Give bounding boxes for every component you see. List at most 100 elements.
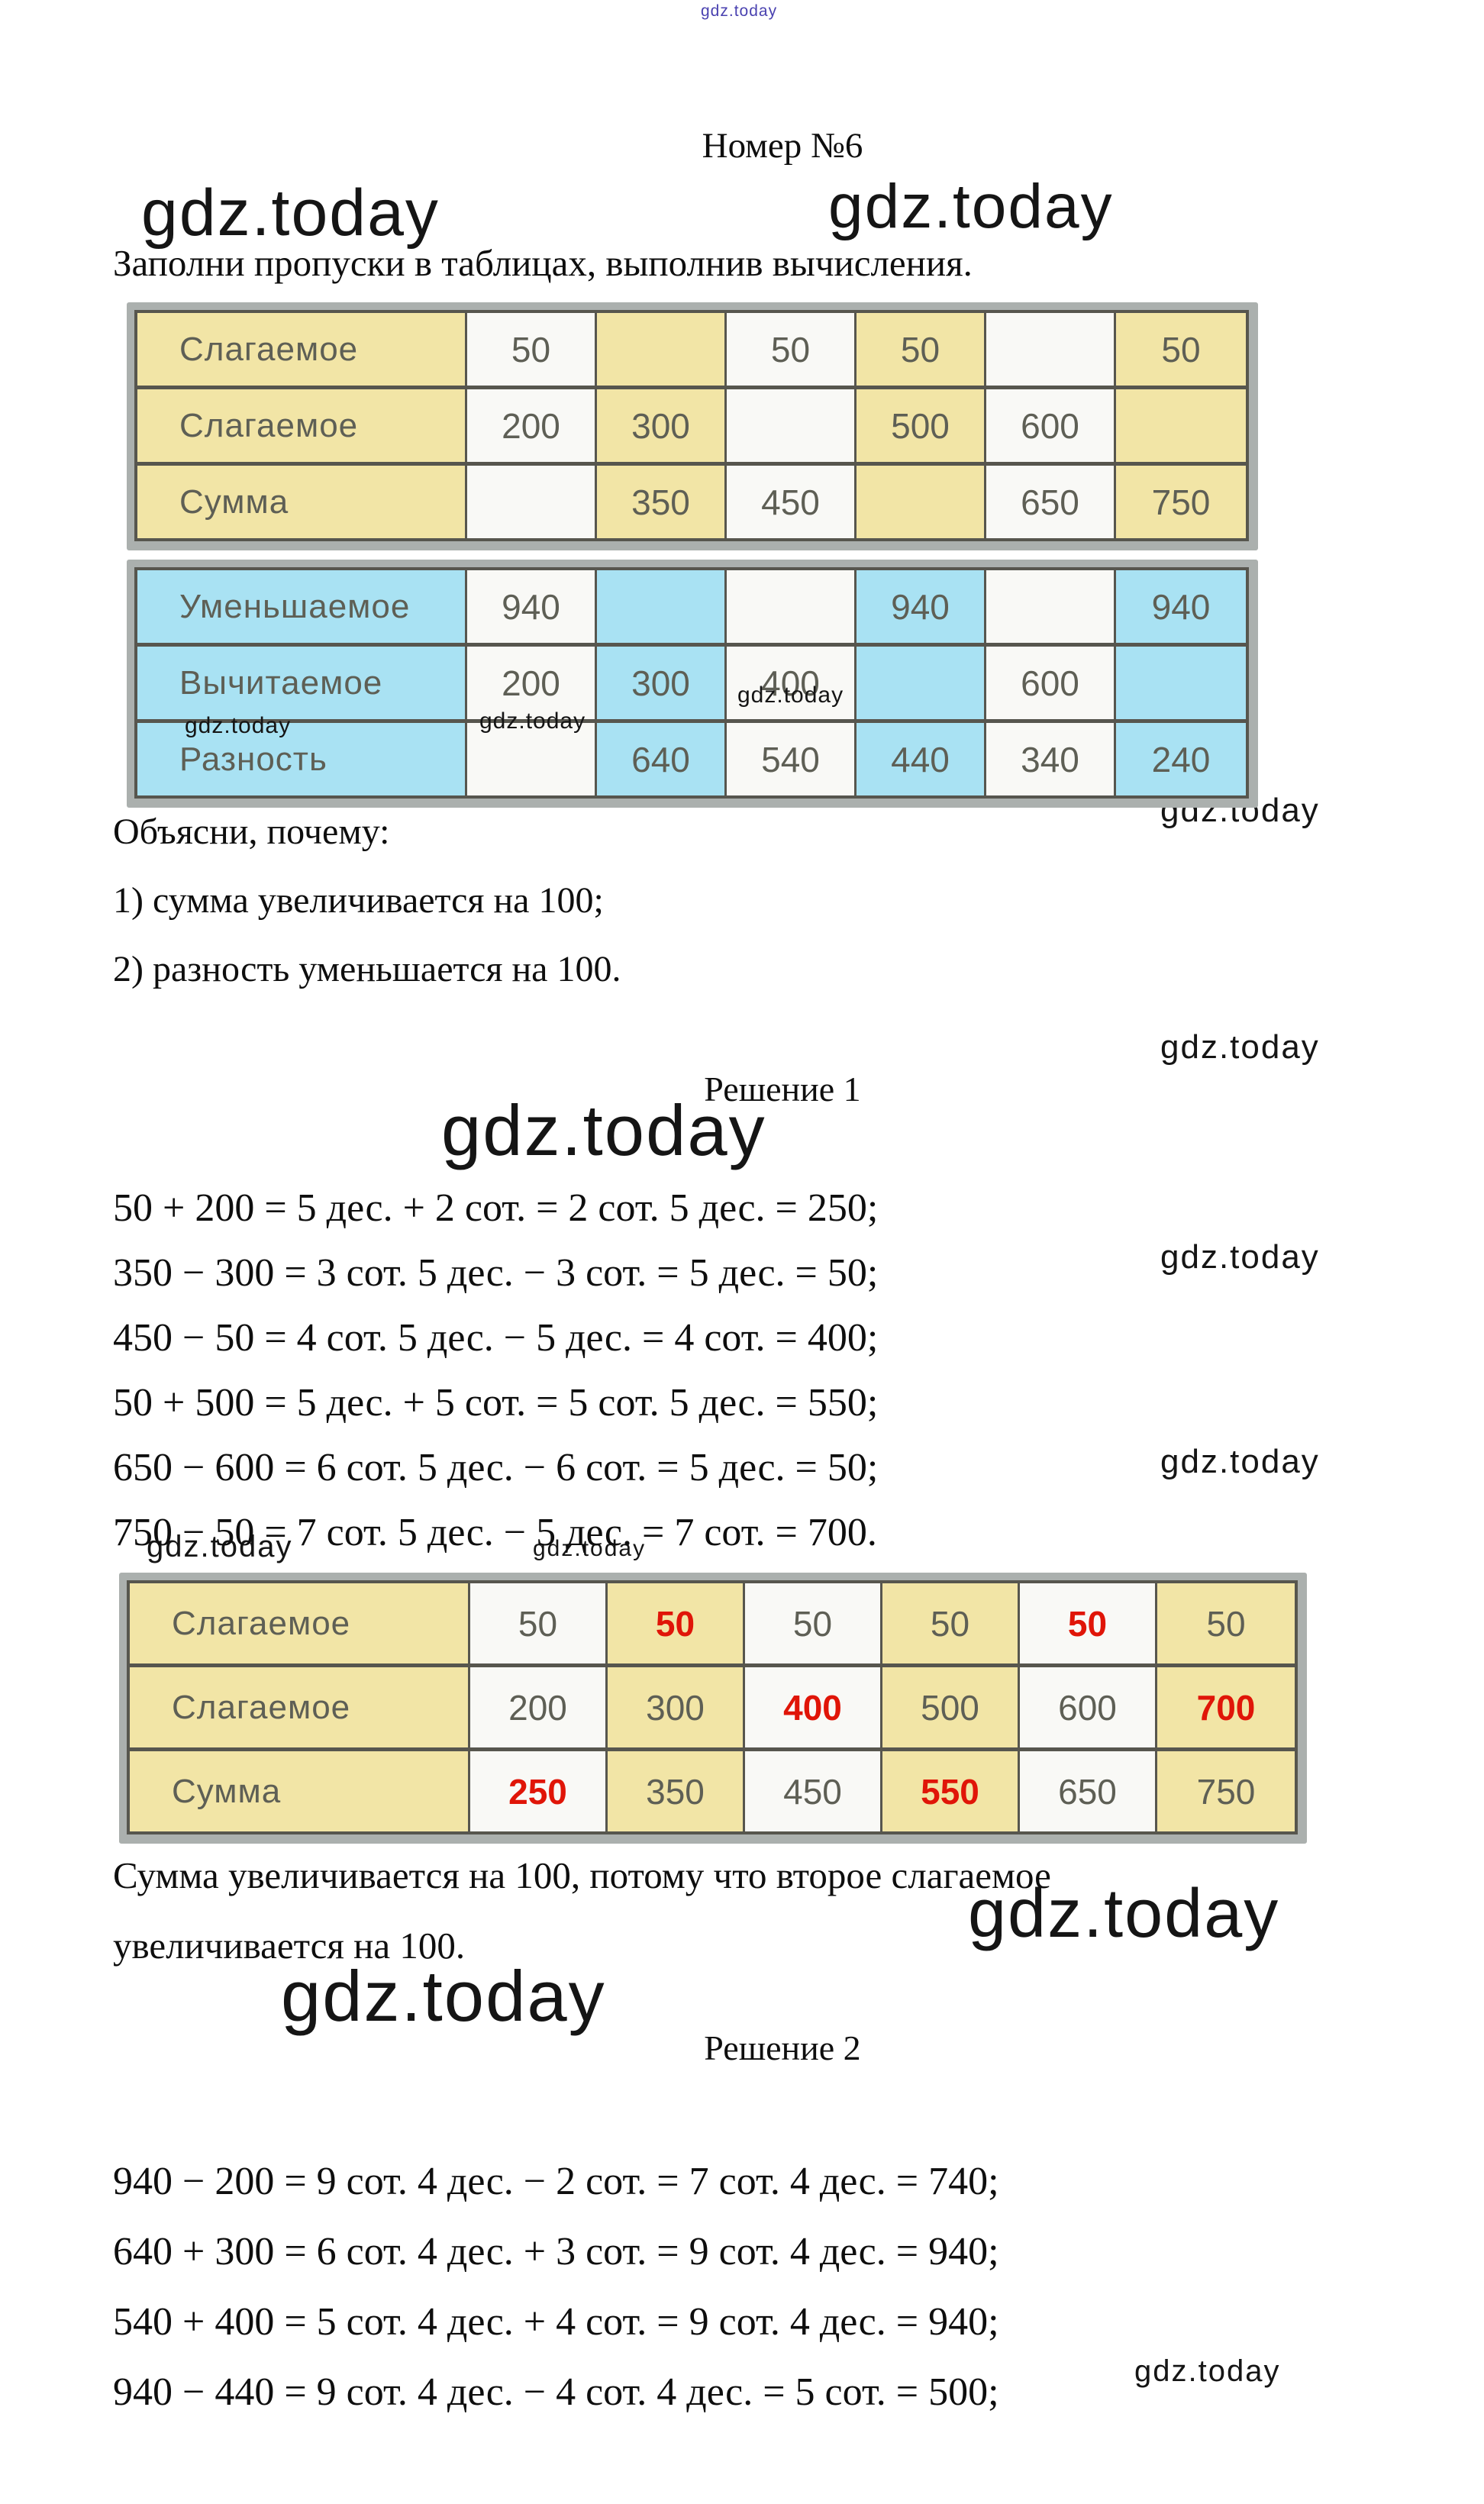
site-watermark: gdz.today xyxy=(828,172,1114,241)
task-text: Заполни пропуски в таблицах, выполнив вы… xyxy=(113,242,973,284)
value-cell: 50 xyxy=(467,313,597,386)
row-label: Слагаемое xyxy=(130,1667,470,1747)
page-title: Номер №6 xyxy=(702,126,863,166)
value-cell: 50 xyxy=(1157,1583,1295,1663)
site-watermark: gdz.today xyxy=(1160,1238,1320,1276)
value-cell: 640 xyxy=(597,723,727,795)
conclusion-line-1: Сумма увеличивается на 100, потому что в… xyxy=(113,1854,1051,1896)
row-label: Разность xyxy=(137,723,467,795)
site-watermark: gdz.today xyxy=(737,682,844,708)
empty-cell xyxy=(727,570,857,643)
explain-item-1: 1) сумма увеличивается на 100; xyxy=(113,880,604,921)
value-cell: 240 xyxy=(1116,723,1246,795)
table-row: Уменьшаемое 940 940 940 xyxy=(137,570,1246,647)
table-row: Слагаемое 50 50 50 50 xyxy=(137,313,1246,389)
site-watermark: gdz.today xyxy=(1160,1028,1320,1066)
value-cell: 500 xyxy=(882,1667,1020,1747)
value-cell: 300 xyxy=(597,389,727,462)
site-watermark: gdz.today xyxy=(141,176,440,250)
equation-line: 750 − 50 = 7 сот. 5 дес. − 5 дес. = 7 со… xyxy=(113,1511,877,1554)
conclusion-line-2: увеличивается на 100. xyxy=(113,1925,466,1967)
value-cell: 400 xyxy=(745,1667,882,1747)
empty-cell xyxy=(467,723,597,795)
value-cell: 50 xyxy=(745,1583,882,1663)
row-label: Сумма xyxy=(130,1751,470,1831)
site-watermark: gdz.today xyxy=(533,1536,647,1561)
row-label: Слагаемое xyxy=(130,1583,470,1663)
value-cell: 940 xyxy=(467,570,597,643)
empty-cell xyxy=(857,466,986,538)
value-cell: 450 xyxy=(727,466,857,538)
equation-line: 50 + 500 = 5 дес. + 5 сот. = 5 сот. 5 де… xyxy=(113,1381,879,1425)
value-cell: 500 xyxy=(857,389,986,462)
site-watermark: gdz.today xyxy=(185,713,292,738)
empty-cell xyxy=(727,389,857,462)
table-grid: Уменьшаемое 940 940 940 Вычитаемое 200 300 400 6… xyxy=(134,567,1249,799)
table-row: Слагаемое 200 300 400 500 600 700 xyxy=(130,1667,1295,1751)
table-subtraction-blank: Уменьшаемое 940 940 940 Вычитаемое 200 300 400 6… xyxy=(127,560,1258,808)
value-cell: 700 xyxy=(1157,1667,1295,1747)
value-cell: 340 xyxy=(986,723,1116,795)
equation-line: 640 + 300 = 6 сот. 4 дес. + 3 сот. = 9 с… xyxy=(113,2230,999,2273)
value-cell: 400 xyxy=(727,647,857,719)
value-cell: 750 xyxy=(1116,466,1246,538)
table-row: Слагаемое 50 50 50 50 50 50 xyxy=(130,1583,1295,1667)
value-cell: 350 xyxy=(597,466,727,538)
value-cell: 940 xyxy=(857,570,986,643)
table-row: Слагаемое 200 300 500 600 xyxy=(137,389,1246,466)
value-cell: 50 xyxy=(608,1583,745,1663)
row-label: Уменьшаемое xyxy=(137,570,467,643)
value-cell: 750 xyxy=(1157,1751,1295,1831)
value-cell: 50 xyxy=(882,1583,1020,1663)
value-cell: 600 xyxy=(1020,1667,1157,1747)
solution2-equations: 940 − 200 = 9 сот. 4 дес. − 2 сот. = 7 с… xyxy=(113,2147,999,2428)
value-cell: 50 xyxy=(1116,313,1246,386)
table-grid: Слагаемое 50 50 50 50 Слагаемое 200 300 500 600 Су… xyxy=(134,310,1249,541)
table-addition-blank: Слагаемое 50 50 50 50 Слагаемое 200 300 500 600 Су… xyxy=(127,302,1258,550)
value-cell: 250 xyxy=(470,1751,608,1831)
value-cell: 200 xyxy=(470,1667,608,1747)
row-label: Слагаемое xyxy=(137,313,467,386)
site-watermark: gdz.today xyxy=(968,1876,1280,1952)
table-row: Сумма 250 350 450 550 650 750 xyxy=(130,1751,1295,1831)
value-cell: 200 xyxy=(467,647,597,719)
site-watermark: gdz.today xyxy=(147,1530,293,1563)
solution1-title: Решение 1 xyxy=(704,1070,861,1108)
value-cell: 450 xyxy=(745,1751,882,1831)
value-cell: 650 xyxy=(986,466,1116,538)
equation-line: 350 − 300 = 3 сот. 5 дес. − 3 сот. = 5 д… xyxy=(113,1251,879,1295)
equation-line: 650 − 600 = 6 сот. 5 дес. − 6 сот. = 5 д… xyxy=(113,1446,879,1489)
site-watermark-top: gdz.today xyxy=(701,2,778,20)
value-cell: 50 xyxy=(1020,1583,1157,1663)
value-cell: 440 xyxy=(857,723,986,795)
empty-cell xyxy=(986,570,1116,643)
row-label: Вычитаемое xyxy=(137,647,467,719)
site-watermark: gdz.today xyxy=(1160,1443,1320,1480)
value-cell: 50 xyxy=(470,1583,608,1663)
value-cell: 200 xyxy=(467,389,597,462)
solution2-title: Решение 2 xyxy=(704,2028,861,2067)
value-cell: 540 xyxy=(727,723,857,795)
equation-line: 50 + 200 = 5 дес. + 2 сот. = 2 сот. 5 де… xyxy=(113,1186,879,1230)
explain-intro: Объясни, почему: xyxy=(113,812,390,852)
site-watermark: gdz.today xyxy=(281,1956,606,2036)
solution1-equations: 50 + 200 = 5 дес. + 2 сот. = 2 сот. 5 де… xyxy=(113,1176,878,1565)
table-row: Сумма 350 450 650 750 xyxy=(137,466,1246,538)
value-cell: 300 xyxy=(597,647,727,719)
empty-cell xyxy=(597,570,727,643)
value-cell: 50 xyxy=(857,313,986,386)
site-watermark: gdz.today xyxy=(1134,2354,1281,2388)
row-label: Слагаемое xyxy=(137,389,467,462)
value-cell: 50 xyxy=(727,313,857,386)
value-cell: 940 xyxy=(1116,570,1246,643)
equation-line: 940 − 440 = 9 сот. 4 дес. − 4 сот. 4 дес… xyxy=(113,2370,999,2414)
table-addition-filled: Слагаемое 50 50 50 50 50 50 Слагаемое 200 300 400 5… xyxy=(119,1573,1307,1844)
value-cell: 350 xyxy=(608,1751,745,1831)
table-grid: Слагаемое 50 50 50 50 50 50 Слагаемое 200 300 400 5… xyxy=(127,1580,1298,1834)
value-cell: 600 xyxy=(986,647,1116,719)
empty-cell xyxy=(467,466,597,538)
site-watermark: gdz.today xyxy=(441,1090,766,1170)
empty-cell xyxy=(1116,389,1246,462)
row-label: Сумма xyxy=(137,466,467,538)
